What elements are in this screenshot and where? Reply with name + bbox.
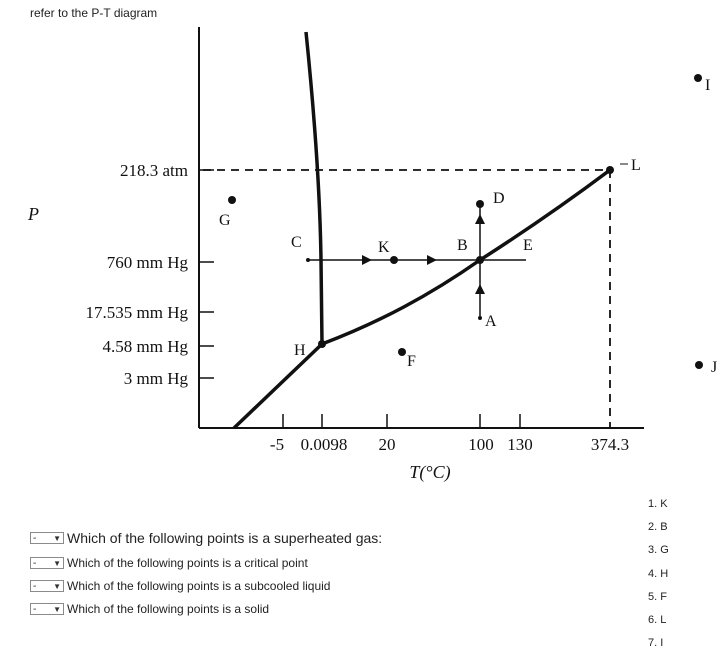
chevron-down-icon: ▼ <box>53 533 61 543</box>
option-item-6: 6. L <box>648 613 667 626</box>
point-b-label: B <box>457 237 468 254</box>
point-a-label: A <box>485 313 497 330</box>
chevron-down-icon: ▼ <box>53 558 61 568</box>
t-tick-label-2: 20 <box>379 435 396 454</box>
question-text-2: Which of the following points is a criti… <box>67 556 308 570</box>
arrow-right-icon <box>362 255 372 265</box>
point-c-label: C <box>291 234 302 251</box>
arrow-up-icon <box>475 284 485 294</box>
question-row-4: - ▼ Which of the following points is a s… <box>30 602 269 616</box>
answer-select-3-value: - <box>33 580 37 592</box>
point-d-dot <box>476 200 484 208</box>
option-item-2: 2. B <box>648 521 668 534</box>
point-a-dot <box>478 316 482 320</box>
chevron-down-icon: ▼ <box>53 604 61 614</box>
p-tick-label-4: 3 mm Hg <box>124 369 189 388</box>
point-f-dot <box>398 348 406 356</box>
pt-diagram: 218.3 atm 760 mm Hg 17.535 mm Hg 4.58 mm… <box>27 27 717 483</box>
point-c-dot <box>306 258 310 262</box>
t-axis-label: T(°C) <box>409 462 450 483</box>
question-row-3: - ▼ Which of the following points is a s… <box>30 579 330 593</box>
question-row-2: - ▼ Which of the following points is a c… <box>30 556 308 570</box>
point-k-label: K <box>378 239 390 256</box>
point-j-dot <box>695 361 703 369</box>
p-tick-label-2: 17.535 mm Hg <box>86 303 189 322</box>
arrow-right-icon <box>427 255 437 265</box>
point-g-label: G <box>219 212 231 229</box>
p-tick-label-3: 4.58 mm Hg <box>103 337 189 356</box>
option-item-4: 4. H <box>648 567 669 580</box>
answer-options-list: 1. K 2. B 3. G 4. H 5. F 6. L 7. I <box>648 498 669 660</box>
answer-select-1[interactable]: - ▼ <box>30 532 64 544</box>
point-b-dot <box>476 256 484 264</box>
answer-select-2[interactable]: - ▼ <box>30 557 64 569</box>
p-axis-label: P <box>27 204 39 224</box>
question-text-1: Which of the following points is a super… <box>67 530 383 546</box>
arrow-up-icon <box>475 214 485 224</box>
p-tick-label-0: 218.3 atm <box>120 161 188 180</box>
point-i-label: I <box>705 77 710 94</box>
point-j-label: J <box>711 359 717 376</box>
point-e-label: E <box>523 237 533 254</box>
option-item-5: 5. F <box>648 590 667 603</box>
p-tick-label-1: 760 mm Hg <box>107 253 189 272</box>
point-i-dot <box>694 74 702 82</box>
t-tick-label-5: 374.3 <box>591 435 629 454</box>
point-k-dot <box>390 256 398 264</box>
option-item-3: 3. G <box>648 544 669 557</box>
point-l-dot <box>606 166 614 174</box>
question-text-3: Which of the following points is a subco… <box>67 579 331 593</box>
point-h-label: H <box>294 342 306 359</box>
answer-select-3[interactable]: - ▼ <box>30 580 64 592</box>
t-tick-label-1: 0.0098 <box>301 435 348 454</box>
chevron-down-icon: ▼ <box>53 581 61 591</box>
t-tick-label-3: 100 <box>468 435 494 454</box>
instruction-text: refer to the P-T diagram <box>30 6 158 20</box>
answer-select-1-value: - <box>33 532 37 544</box>
question-text-4: Which of the following points is a solid <box>67 602 270 616</box>
t-tick-label-0: -5 <box>270 435 284 454</box>
point-f-label: F <box>407 353 416 370</box>
option-item-7: 7. I <box>648 637 664 650</box>
point-g-dot <box>228 196 236 204</box>
answer-select-2-value: - <box>33 557 37 569</box>
point-h-dot <box>318 340 326 348</box>
answer-select-4-value: - <box>33 603 37 615</box>
t-tick-label-4: 130 <box>507 435 533 454</box>
answer-select-4[interactable]: - ▼ <box>30 603 64 615</box>
fusion-curve <box>304 31 324 345</box>
point-d-label: D <box>493 190 505 207</box>
question-row-1: - ▼ Which of the following points is a s… <box>30 530 382 546</box>
sublimation-curve <box>232 342 324 430</box>
point-l-label: L <box>631 157 641 174</box>
option-item-1: 1. K <box>648 498 668 510</box>
